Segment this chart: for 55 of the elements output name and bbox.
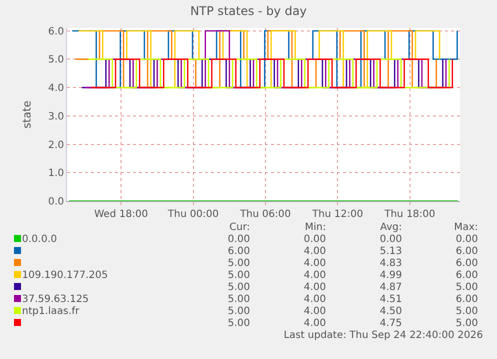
legend-label: ntp1.laas.fr <box>21 306 80 318</box>
text: 6.00 <box>454 246 479 258</box>
text: Max: <box>452 222 479 234</box>
text: 6.00 <box>226 246 251 258</box>
y-tick-label: 5.0 <box>48 54 64 66</box>
text: 5.00 <box>454 318 479 330</box>
y-axis-title: state <box>20 100 34 128</box>
text: 0.00 <box>226 234 251 246</box>
x-tick-label: Thu 12:00 <box>311 209 364 220</box>
chart-title: NTP states - by day <box>190 4 307 18</box>
y-tick-label: 0.0 <box>48 196 64 208</box>
text: Last update: Thu Sep 24 22:40:00 2026 <box>284 330 483 341</box>
text: 5.00 <box>454 306 479 318</box>
text: 5.00 <box>226 294 251 306</box>
text: 4.00 <box>302 246 327 258</box>
text: 4.00 <box>302 318 327 330</box>
text: Min: <box>304 222 327 234</box>
text: Cur: <box>228 222 251 234</box>
legend-label: 109.190.177.205 <box>21 270 109 282</box>
text: 6.00 <box>454 258 479 270</box>
text: 5.00 <box>226 282 251 294</box>
text: 4.51 <box>378 294 403 306</box>
text: 6.00 <box>454 294 479 306</box>
text: Avg: <box>379 222 403 234</box>
text: 4.50 <box>378 306 403 318</box>
x-tick-label: Thu 00:00 <box>166 209 219 220</box>
x-tick-label: Thu 18:00 <box>383 209 436 220</box>
text: 0.00 <box>454 234 479 246</box>
text: 4.83 <box>378 258 403 270</box>
x-tick-label: Wed 18:00 <box>94 209 148 220</box>
text: 4.00 <box>302 306 327 318</box>
text: 4.00 <box>302 282 327 294</box>
y-tick-label: 4.0 <box>48 83 64 94</box>
text: 4.75 <box>378 318 403 330</box>
legend-label: 0.0.0.0 <box>21 234 58 246</box>
y-tick-label: 1.0 <box>48 168 64 180</box>
x-tick-label: Thu 06:00 <box>239 209 291 220</box>
text: 6.00 <box>454 270 479 282</box>
text: 0.00 <box>378 234 403 246</box>
text: 5.00 <box>226 270 251 282</box>
y-tick-label: 3.0 <box>48 111 64 122</box>
text: 0.00 <box>302 234 327 246</box>
text: 5.00 <box>226 306 251 318</box>
text: 4.00 <box>302 294 327 306</box>
text: 4.87 <box>378 282 403 294</box>
text: 4.00 <box>302 258 327 270</box>
text: 5.13 <box>378 246 403 258</box>
text: 4.99 <box>378 270 403 282</box>
legend-label: 37.59.63.125 <box>21 294 90 306</box>
y-tick-label: 6.0 <box>48 26 64 38</box>
y-tick-label: 2.0 <box>48 140 64 151</box>
text: 4.00 <box>302 270 327 282</box>
text: 5.00 <box>226 258 251 270</box>
text: 5.00 <box>226 318 251 330</box>
text: 5.00 <box>454 282 479 294</box>
